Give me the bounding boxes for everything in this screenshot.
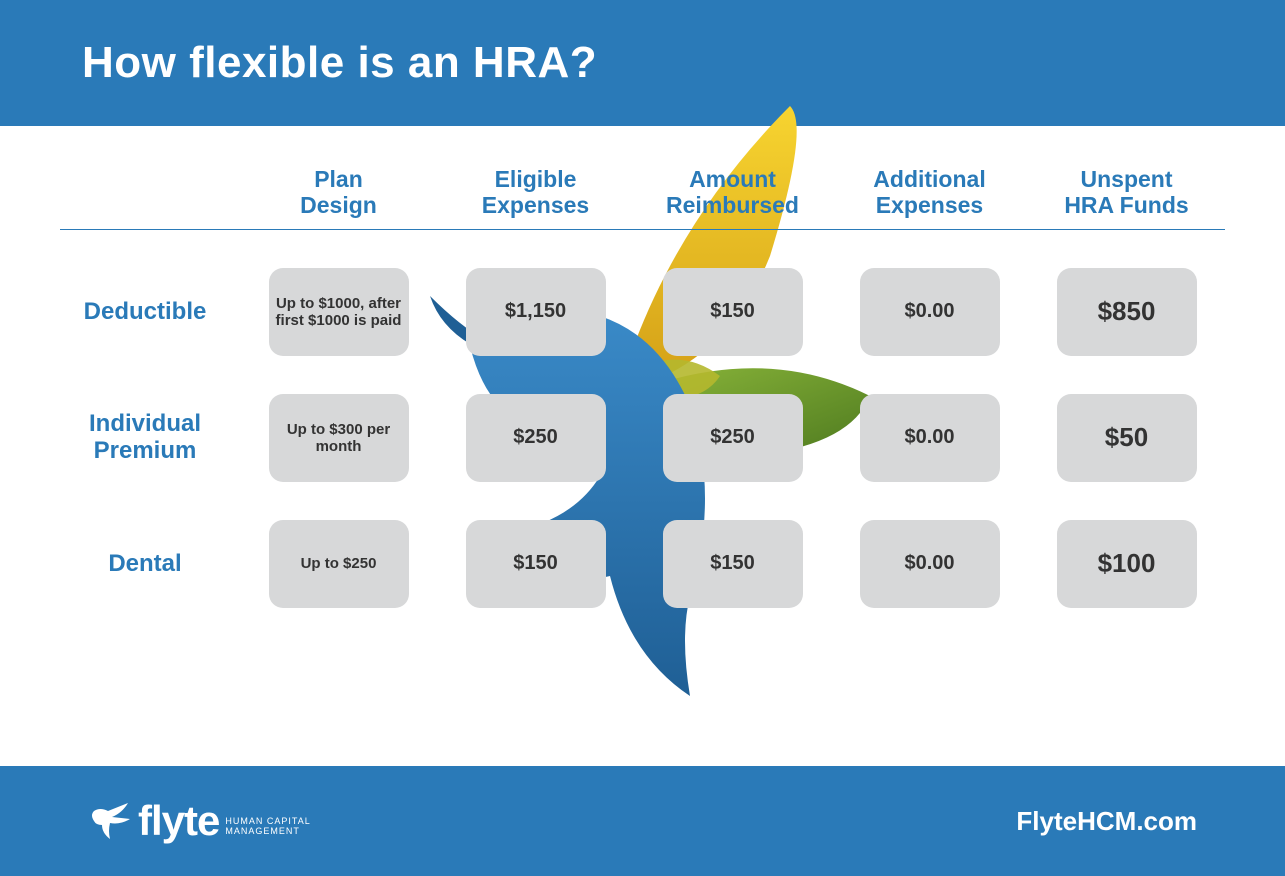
cell-additional: $0.00 <box>860 394 1000 482</box>
cell-unspent: $50 <box>1057 394 1197 482</box>
column-header-row: Plan Design Eligible Expenses Amount Rei… <box>60 166 1225 230</box>
cell-eligible: $1,150 <box>466 268 606 356</box>
cell-eligible: $150 <box>466 520 606 608</box>
cell-eligible: $250 <box>466 394 606 482</box>
page-title: How flexible is an HRA? <box>82 38 1285 88</box>
col-header-text: HRA Funds <box>1064 192 1188 218</box>
cell-wrap: $150 <box>437 520 634 608</box>
row-label-dental: Dental <box>60 551 240 577</box>
cell-wrap: $150 <box>634 268 831 356</box>
tagline-line: HUMAN CAPITAL <box>225 816 310 826</box>
col-header-text: Expenses <box>876 192 983 218</box>
footer-logo: flyte HUMAN CAPITAL MANAGEMENT <box>88 797 311 845</box>
col-header-text: Amount <box>689 166 776 192</box>
cell-wrap: Up to $1000, after first $1000 is paid <box>240 268 437 356</box>
row-label-individual-premium: Individual Premium <box>60 411 240 464</box>
cell-wrap: $250 <box>437 394 634 482</box>
cell-plan-design: Up to $1000, after first $1000 is paid <box>269 268 409 356</box>
col-header-text: Additional <box>873 166 985 192</box>
table-row: Dental Up to $250 $150 $150 $0.00 $100 <box>60 520 1225 608</box>
col-header-amount-reimbursed: Amount Reimbursed <box>634 166 831 219</box>
cell-plan-design: Up to $250 <box>269 520 409 608</box>
cell-plan-design: Up to $300 per month <box>269 394 409 482</box>
cell-additional: $0.00 <box>860 520 1000 608</box>
footer-banner: flyte HUMAN CAPITAL MANAGEMENT FlyteHCM.… <box>0 766 1285 876</box>
col-header-text: Plan <box>314 166 363 192</box>
cell-reimbursed: $150 <box>663 520 803 608</box>
col-header-text: Unspent <box>1081 166 1173 192</box>
cell-wrap: $0.00 <box>831 394 1028 482</box>
cell-wrap: $850 <box>1028 268 1225 356</box>
col-header-text: Eligible <box>495 166 577 192</box>
hra-table: Plan Design Eligible Expenses Amount Rei… <box>60 166 1225 736</box>
cell-wrap: $150 <box>634 520 831 608</box>
cell-wrap: $1,150 <box>437 268 634 356</box>
col-header-additional-expenses: Additional Expenses <box>831 166 1028 219</box>
col-header-text: Reimbursed <box>666 192 799 218</box>
cell-reimbursed: $250 <box>663 394 803 482</box>
cell-unspent: $100 <box>1057 520 1197 608</box>
content-area: Plan Design Eligible Expenses Amount Rei… <box>0 126 1285 736</box>
cell-wrap: $100 <box>1028 520 1225 608</box>
cell-wrap: Up to $300 per month <box>240 394 437 482</box>
page: How flexible is an HRA? <box>0 0 1285 876</box>
table-row: Deductible Up to $1000, after first $100… <box>60 268 1225 356</box>
table-row: Individual Premium Up to $300 per month … <box>60 394 1225 482</box>
brand-tagline: HUMAN CAPITAL MANAGEMENT <box>225 817 310 837</box>
cell-wrap: $250 <box>634 394 831 482</box>
row-label-deductible: Deductible <box>60 299 240 325</box>
cell-wrap: $0.00 <box>831 268 1028 356</box>
header-banner: How flexible is an HRA? <box>0 0 1285 126</box>
cell-unspent: $850 <box>1057 268 1197 356</box>
col-header-text: Expenses <box>482 192 589 218</box>
footer-url: FlyteHCM.com <box>1016 806 1197 837</box>
cell-wrap: $50 <box>1028 394 1225 482</box>
brand-name: flyte <box>138 797 219 845</box>
cell-wrap: Up to $250 <box>240 520 437 608</box>
col-header-unspent-funds: Unspent HRA Funds <box>1028 166 1225 219</box>
col-header-plan-design: Plan Design <box>240 166 437 219</box>
tagline-line: MANAGEMENT <box>225 826 300 836</box>
cell-additional: $0.00 <box>860 268 1000 356</box>
cell-wrap: $0.00 <box>831 520 1028 608</box>
col-header-text: Design <box>300 192 377 218</box>
col-header-eligible-expenses: Eligible Expenses <box>437 166 634 219</box>
cell-reimbursed: $150 <box>663 268 803 356</box>
hummingbird-icon <box>88 801 132 841</box>
